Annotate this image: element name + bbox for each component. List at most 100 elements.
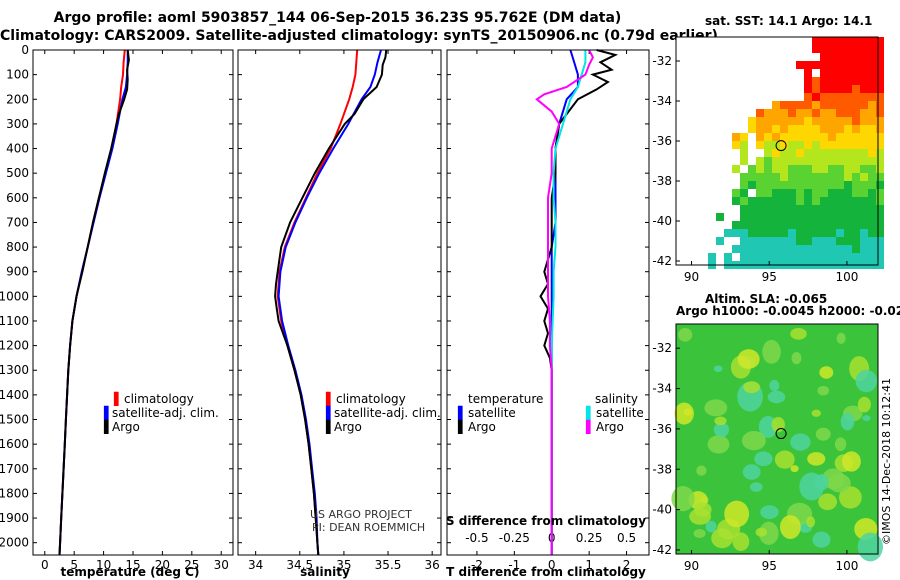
sst-cell <box>764 237 772 245</box>
sst-cell <box>860 205 868 213</box>
sst-cell <box>812 245 820 253</box>
sst-cell <box>804 229 812 237</box>
sst-cell <box>820 173 828 181</box>
sst-cell <box>796 213 804 221</box>
sst-cell <box>852 253 860 261</box>
sst-cell <box>740 197 748 205</box>
sst-cell <box>764 253 772 261</box>
sst-cell <box>780 149 788 157</box>
sst-cell <box>764 141 772 149</box>
sst-cell <box>876 197 884 205</box>
sst-cell <box>852 117 860 125</box>
sst-cell <box>812 165 820 173</box>
salinity-legend: ▌ climatology ▌ satellite-adj. clim. ▌ A… <box>325 391 441 434</box>
sla-blob <box>755 527 768 537</box>
sst-cell <box>820 117 828 125</box>
sla-blob <box>711 528 734 549</box>
legend-satellite-adj-s: satellite-adj. clim. <box>334 406 441 420</box>
sst-cell <box>860 45 868 53</box>
sla-blob <box>693 528 706 538</box>
svg-text:▌: ▌ <box>103 405 113 420</box>
sst-cell <box>756 237 764 245</box>
sst-cell <box>804 109 812 117</box>
sst-cell <box>748 165 756 173</box>
sst-cell <box>756 213 764 221</box>
sst-cell <box>764 181 772 189</box>
sst-cell <box>820 221 828 229</box>
map2-title-line1: Altim. SLA: -0.065 <box>705 292 828 306</box>
sst-cell <box>852 197 860 205</box>
ytick-label: 100 <box>6 68 29 82</box>
sst-cell <box>844 77 852 85</box>
sst-cell <box>780 109 788 117</box>
sst-cell <box>772 245 780 253</box>
sst-cell <box>868 69 876 77</box>
sst-cell <box>844 149 852 157</box>
sst-cell <box>772 173 780 181</box>
sst-cell <box>860 157 868 165</box>
map-xtick-label: 100 <box>835 270 858 284</box>
sst-cell <box>772 213 780 221</box>
sst-cell <box>812 181 820 189</box>
sla-blob <box>839 486 862 509</box>
sst-cell <box>764 149 772 157</box>
sst-cell <box>764 229 772 237</box>
sst-cell <box>852 69 860 77</box>
ytick-label: 300 <box>6 117 29 131</box>
sst-cell <box>772 253 780 261</box>
sst-cell <box>828 149 836 157</box>
sst-cell <box>836 197 844 205</box>
sst-cell <box>828 173 836 181</box>
ytick-label: 0 <box>21 43 29 57</box>
sst-cell <box>876 77 884 85</box>
sst-cell <box>748 117 756 125</box>
map-ytick-label: -42 <box>652 543 672 557</box>
temperature-frame <box>32 49 234 556</box>
sst-cell <box>876 69 884 77</box>
sst-cell <box>828 189 836 197</box>
ytick-label: 1000 <box>0 289 29 303</box>
sst-cell <box>876 253 884 261</box>
sst-cell <box>804 245 812 253</box>
sst-cell <box>820 61 828 69</box>
sst-cell <box>780 133 788 141</box>
sst-cell <box>772 237 780 245</box>
map-ytick-label: -40 <box>652 214 672 228</box>
sst-cell <box>732 229 740 237</box>
sst-cell <box>804 69 812 77</box>
sla-blob <box>790 465 799 473</box>
sst-cell <box>804 77 812 85</box>
sla-blob <box>857 396 871 413</box>
sst-cell <box>756 109 764 117</box>
sst-cell <box>788 109 796 117</box>
sst-cell <box>860 245 868 253</box>
sst-cell <box>812 141 820 149</box>
sst-cell <box>820 45 828 53</box>
sst-cell <box>868 221 876 229</box>
credit-pi: PI: DEAN ROEMMICH <box>312 521 425 534</box>
sst-cell <box>796 165 804 173</box>
legend-s-argo: Argo <box>596 420 624 434</box>
sst-cell <box>780 141 788 149</box>
sst-cell <box>788 229 796 237</box>
sst-cell <box>852 165 860 173</box>
salinity-frame <box>237 49 442 556</box>
sst-cell <box>836 125 844 133</box>
sst-cell <box>876 229 884 237</box>
map-ytick-label: -36 <box>652 134 672 148</box>
sst-cell <box>756 181 764 189</box>
sst-cell <box>780 213 788 221</box>
sst-cell <box>860 221 868 229</box>
sst-cell <box>852 125 860 133</box>
sla-blob <box>754 451 773 467</box>
sst-cell <box>804 189 812 197</box>
sst-cell <box>844 125 852 133</box>
sst-cell <box>852 109 860 117</box>
sst-cell <box>868 133 876 141</box>
sst-cell <box>860 181 868 189</box>
legend-argo-s: Argo <box>334 420 362 434</box>
sst-cell <box>836 245 844 253</box>
map1-title: sat. SST: 14.1 Argo: 14.1 <box>705 14 873 28</box>
sst-cell <box>756 117 764 125</box>
sst-cell <box>756 141 764 149</box>
